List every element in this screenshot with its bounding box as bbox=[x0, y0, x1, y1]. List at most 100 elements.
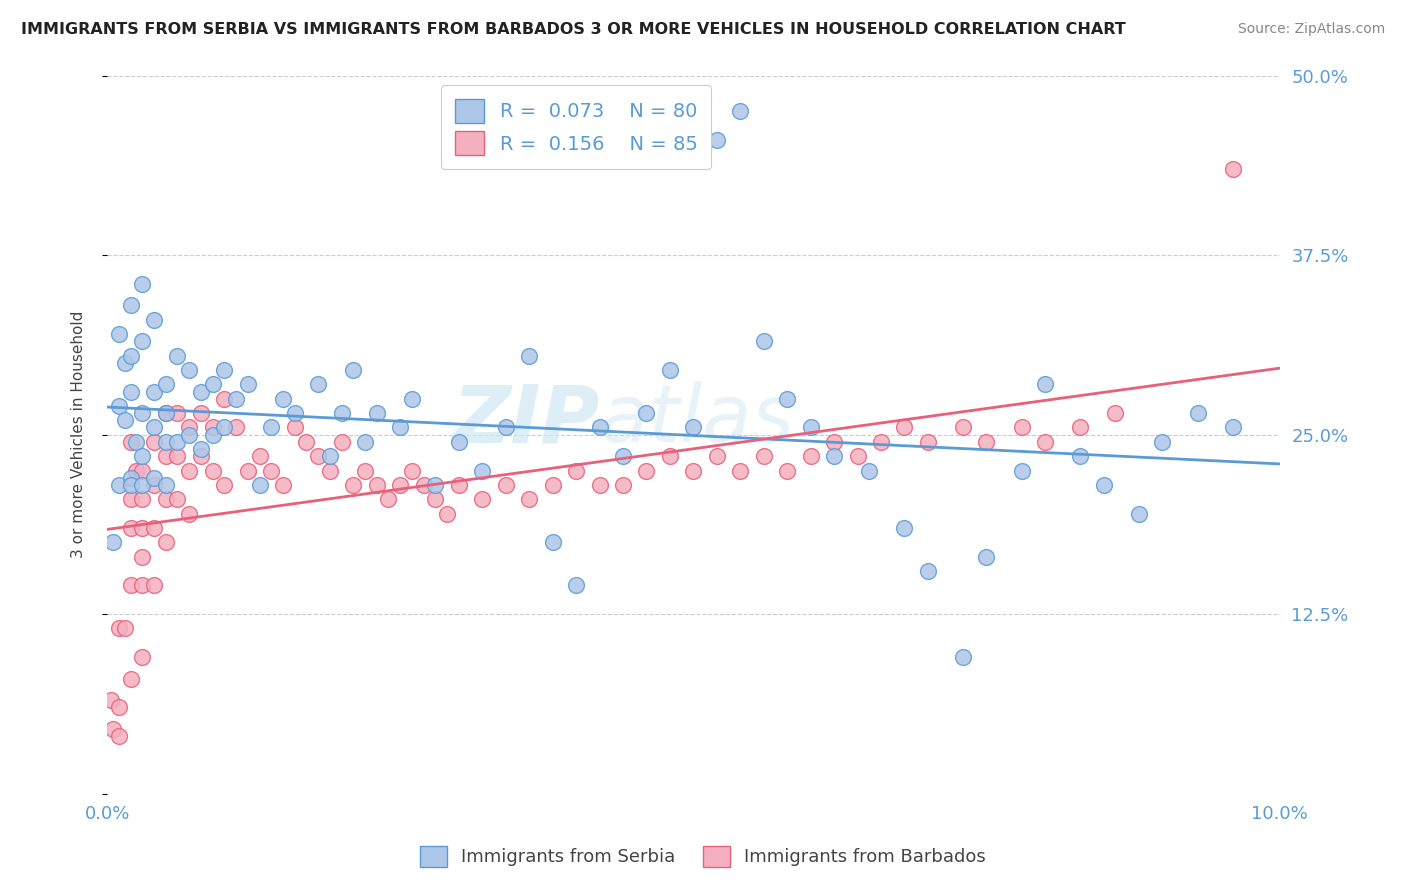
Point bbox=[1222, 161, 1244, 176]
Point bbox=[471, 463, 494, 477]
Point bbox=[107, 700, 129, 714]
Point bbox=[800, 449, 823, 463]
Point bbox=[101, 535, 124, 549]
Point bbox=[682, 463, 704, 477]
Point bbox=[179, 463, 201, 477]
Point bbox=[284, 406, 307, 420]
Point bbox=[131, 334, 153, 349]
Point bbox=[517, 349, 540, 363]
Point bbox=[1187, 406, 1209, 420]
Point bbox=[517, 492, 540, 507]
Point bbox=[271, 478, 294, 492]
Point bbox=[125, 463, 148, 477]
Point bbox=[166, 492, 188, 507]
Point bbox=[541, 535, 564, 549]
Point bbox=[776, 392, 799, 406]
Point bbox=[166, 406, 188, 420]
Point bbox=[917, 564, 939, 578]
Point bbox=[260, 420, 283, 434]
Point bbox=[114, 622, 136, 636]
Point bbox=[155, 377, 177, 392]
Point bbox=[776, 463, 799, 477]
Point bbox=[401, 392, 423, 406]
Point bbox=[354, 434, 377, 449]
Point bbox=[190, 449, 212, 463]
Point bbox=[823, 434, 845, 449]
Text: Source: ZipAtlas.com: Source: ZipAtlas.com bbox=[1237, 22, 1385, 37]
Point bbox=[1128, 507, 1150, 521]
Text: ZIP: ZIP bbox=[453, 381, 599, 459]
Point bbox=[565, 463, 588, 477]
Point bbox=[612, 449, 634, 463]
Point bbox=[1222, 420, 1244, 434]
Point bbox=[166, 449, 188, 463]
Point bbox=[436, 507, 458, 521]
Point bbox=[143, 312, 166, 326]
Point bbox=[155, 478, 177, 492]
Point bbox=[131, 578, 153, 592]
Point bbox=[495, 420, 517, 434]
Point bbox=[412, 478, 434, 492]
Point bbox=[214, 420, 236, 434]
Point bbox=[917, 434, 939, 449]
Point bbox=[249, 449, 271, 463]
Point bbox=[125, 434, 148, 449]
Point bbox=[100, 693, 122, 707]
Point bbox=[225, 392, 247, 406]
Point bbox=[330, 434, 353, 449]
Point bbox=[131, 463, 153, 477]
Point bbox=[120, 298, 142, 312]
Point bbox=[447, 478, 470, 492]
Point bbox=[706, 449, 728, 463]
Point bbox=[155, 449, 177, 463]
Point bbox=[730, 104, 752, 119]
Point bbox=[107, 622, 129, 636]
Point bbox=[120, 349, 142, 363]
Point bbox=[1092, 478, 1115, 492]
Point bbox=[143, 434, 166, 449]
Point bbox=[120, 478, 142, 492]
Point bbox=[858, 463, 880, 477]
Point bbox=[225, 420, 247, 434]
Text: IMMIGRANTS FROM SERBIA VS IMMIGRANTS FROM BARBADOS 3 OR MORE VEHICLES IN HOUSEHO: IMMIGRANTS FROM SERBIA VS IMMIGRANTS FRO… bbox=[21, 22, 1126, 37]
Point bbox=[425, 478, 447, 492]
Point bbox=[143, 420, 166, 434]
Point bbox=[389, 478, 412, 492]
Point bbox=[101, 722, 124, 736]
Point bbox=[201, 420, 224, 434]
Point bbox=[131, 449, 153, 463]
Point bbox=[730, 463, 752, 477]
Point bbox=[588, 420, 610, 434]
Point bbox=[107, 729, 129, 743]
Point bbox=[425, 492, 447, 507]
Point bbox=[307, 449, 329, 463]
Point bbox=[401, 463, 423, 477]
Point bbox=[155, 434, 177, 449]
Point bbox=[131, 492, 153, 507]
Point bbox=[319, 463, 342, 477]
Point bbox=[166, 434, 188, 449]
Point bbox=[107, 399, 129, 413]
Point bbox=[131, 277, 153, 291]
Point bbox=[541, 478, 564, 492]
Point bbox=[682, 420, 704, 434]
Point bbox=[565, 578, 588, 592]
Point bbox=[377, 492, 399, 507]
Legend: Immigrants from Serbia, Immigrants from Barbados: Immigrants from Serbia, Immigrants from … bbox=[413, 838, 993, 874]
Point bbox=[214, 392, 236, 406]
Point bbox=[752, 449, 775, 463]
Point bbox=[366, 406, 388, 420]
Point bbox=[120, 672, 142, 686]
Point bbox=[342, 478, 364, 492]
Point bbox=[870, 434, 893, 449]
Point bbox=[260, 463, 283, 477]
Point bbox=[155, 406, 177, 420]
Point bbox=[846, 449, 869, 463]
Point bbox=[823, 449, 845, 463]
Point bbox=[107, 327, 129, 342]
Text: atlas: atlas bbox=[599, 381, 794, 459]
Point bbox=[120, 384, 142, 399]
Point bbox=[107, 478, 129, 492]
Point bbox=[658, 449, 681, 463]
Point bbox=[131, 549, 153, 564]
